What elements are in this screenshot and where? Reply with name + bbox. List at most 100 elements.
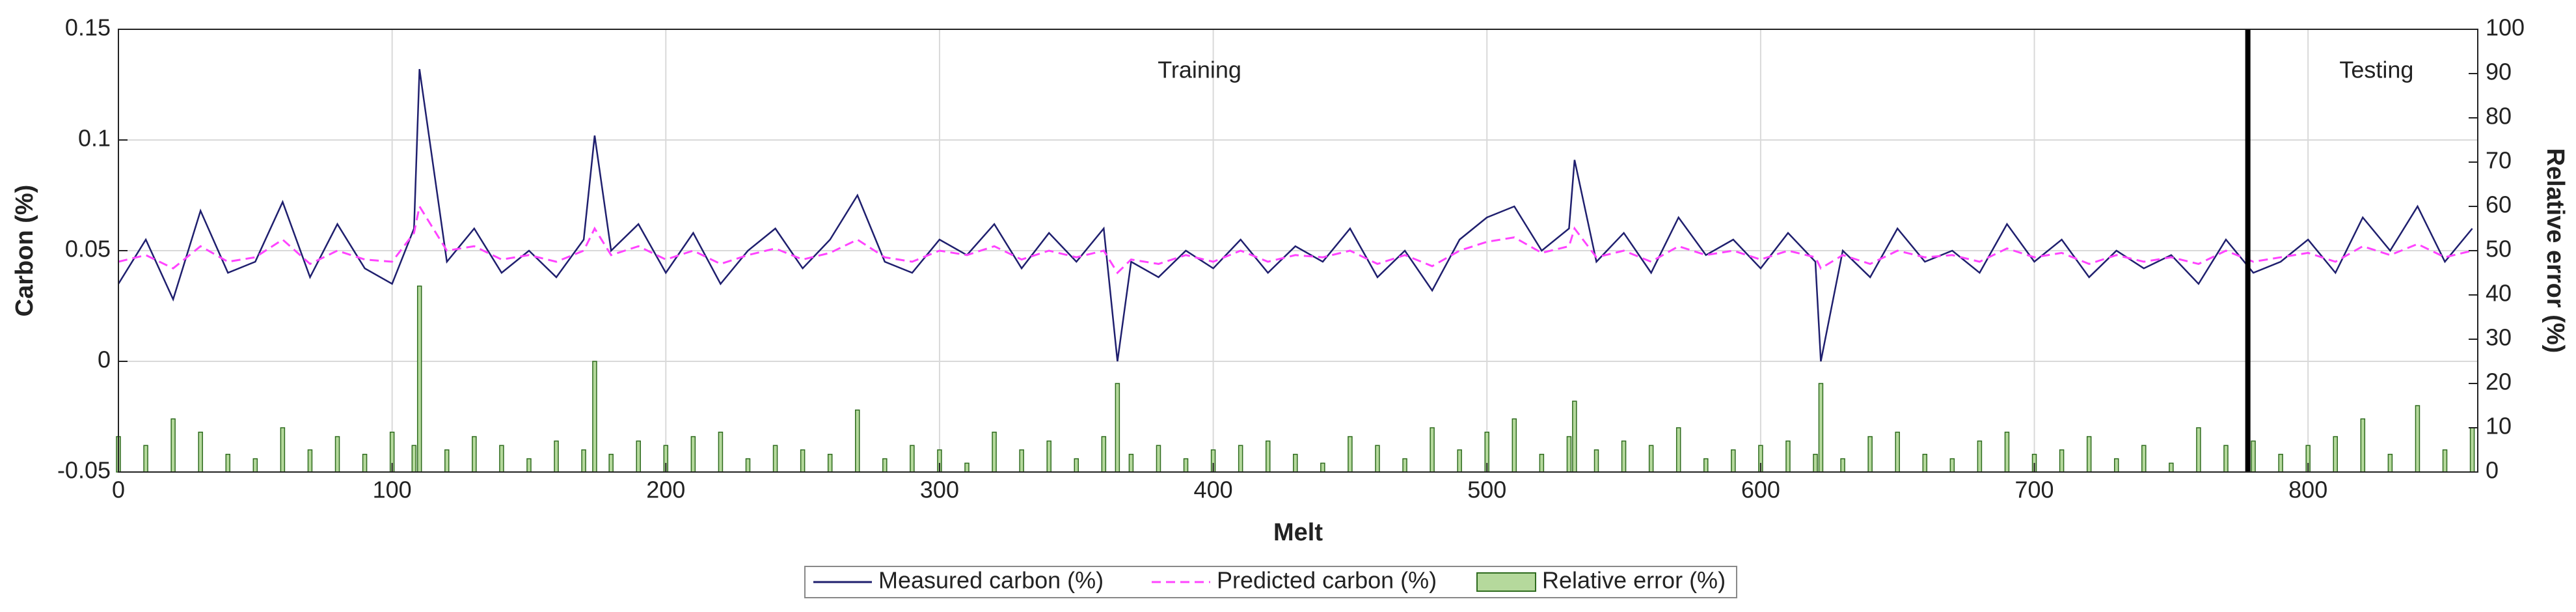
error-bar xyxy=(1621,440,1627,473)
plot-frame xyxy=(118,29,2478,473)
error-bar xyxy=(2469,427,2475,473)
error-bar xyxy=(2113,458,2119,473)
error-bar xyxy=(1949,458,1955,473)
error-bar xyxy=(1402,458,1407,473)
error-bar xyxy=(1675,427,1681,473)
error-bar xyxy=(411,445,417,473)
x-tick-label: 800 xyxy=(2288,477,2327,503)
error-bar xyxy=(1867,436,1873,473)
legend-swatch xyxy=(1476,572,1536,592)
y2-axis-title: Relative error (%) xyxy=(2542,148,2569,354)
error-bar xyxy=(334,436,340,473)
error-bar xyxy=(170,418,176,473)
error-bar xyxy=(1019,449,1024,473)
series-line xyxy=(118,204,2473,275)
y2-tick-label: 30 xyxy=(2486,324,2512,351)
error-bar xyxy=(1348,436,1353,473)
x-tick-label: 600 xyxy=(1741,477,1780,503)
error-bar xyxy=(307,449,313,473)
error-bar xyxy=(1430,427,1435,473)
error-bar xyxy=(2360,418,2366,473)
error-bar xyxy=(444,449,450,473)
error-bar xyxy=(1375,445,1380,473)
legend-label: Relative error (%) xyxy=(1542,567,1726,594)
error-bar xyxy=(1539,454,1545,473)
error-bar xyxy=(143,445,148,473)
error-bar xyxy=(2141,445,2147,473)
error-bar xyxy=(1785,440,1791,473)
error-bar xyxy=(1101,436,1107,473)
error-bar xyxy=(608,454,614,473)
y2-tick-label: 100 xyxy=(2486,14,2525,41)
error-bar xyxy=(2251,440,2256,473)
y2-tick-label: 40 xyxy=(2486,280,2512,307)
error-bar xyxy=(2387,454,2393,473)
error-bar xyxy=(252,458,258,473)
error-bar xyxy=(800,449,806,473)
error-bar xyxy=(1813,454,1818,473)
error-bar xyxy=(2196,427,2201,473)
legend-label: Predicted carbon (%) xyxy=(1217,567,1437,594)
error-bar xyxy=(1895,432,1900,473)
y-axis-title: Carbon (%) xyxy=(11,185,38,317)
legend-box xyxy=(804,566,1737,598)
error-bar xyxy=(362,454,368,473)
y2-tick-label: 50 xyxy=(2486,236,2512,262)
error-bar xyxy=(2223,445,2229,473)
error-bar xyxy=(1265,440,1271,473)
y2-tick-label: 0 xyxy=(2486,457,2499,484)
error-bar xyxy=(1818,383,1824,473)
error-bar xyxy=(2004,432,2010,473)
error-bar xyxy=(964,462,969,473)
y2-tick-label: 60 xyxy=(2486,191,2512,218)
error-bar xyxy=(581,449,586,473)
error-bar xyxy=(636,440,641,473)
error-bar xyxy=(2333,436,2339,473)
error-bar xyxy=(1457,449,1462,473)
error-bar xyxy=(1648,445,1654,473)
y-tick-label: -0.05 xyxy=(57,457,111,484)
x-tick-label: 300 xyxy=(920,477,959,503)
x-tick-label: 400 xyxy=(1194,477,1233,503)
error-bar xyxy=(882,458,888,473)
error-bar xyxy=(526,458,532,473)
error-bar xyxy=(1074,458,1079,473)
y-tick-label: 0.15 xyxy=(65,14,111,41)
error-bar xyxy=(772,445,778,473)
error-bar xyxy=(2059,449,2065,473)
y2-tick-label: 70 xyxy=(2486,147,2512,174)
error-bar xyxy=(1183,458,1189,473)
error-bar xyxy=(855,410,860,473)
x-tick-label: 100 xyxy=(373,477,412,503)
x-tick-label: 500 xyxy=(1467,477,1506,503)
error-bar xyxy=(1566,436,1572,473)
error-bar xyxy=(554,440,559,473)
y-tick-label: 0.1 xyxy=(78,125,111,152)
x-tick-label: 0 xyxy=(112,477,125,503)
error-bar xyxy=(1115,383,1120,473)
error-bar xyxy=(472,436,477,473)
error-bar xyxy=(2169,462,2174,473)
error-bar xyxy=(745,458,751,473)
y2-tick-label: 10 xyxy=(2486,413,2512,439)
error-bar xyxy=(827,454,833,473)
error-bar xyxy=(2415,405,2420,473)
error-bar xyxy=(592,361,597,473)
error-bar xyxy=(280,427,286,473)
y2-tick-label: 90 xyxy=(2486,59,2512,85)
error-bar xyxy=(1731,449,1736,473)
error-bar xyxy=(1593,449,1599,473)
error-bar xyxy=(225,454,231,473)
error-bar xyxy=(198,432,203,473)
error-bar xyxy=(2086,436,2092,473)
error-bar xyxy=(2442,449,2448,473)
annotation: Testing xyxy=(2339,57,2413,83)
error-bar xyxy=(1320,462,1325,473)
series-line xyxy=(117,69,2473,362)
error-bar xyxy=(1572,400,1577,473)
error-bar xyxy=(1512,418,1517,473)
annotation: Training xyxy=(1158,57,1241,83)
error-bar xyxy=(1703,458,1709,473)
